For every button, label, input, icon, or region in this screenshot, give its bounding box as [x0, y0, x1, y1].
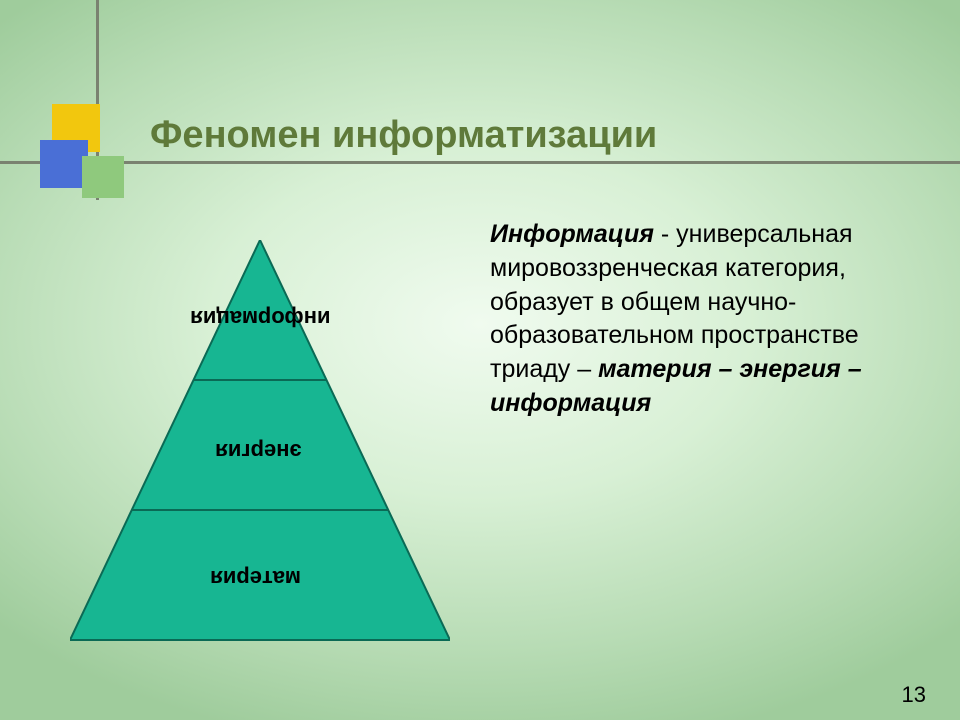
body-lead: Информация — [490, 220, 654, 248]
pyramid-label-top: информация — [190, 305, 330, 331]
slide-title: Феномен информатизации — [150, 114, 657, 157]
body-paragraph: Информация - универсальная мировоззренче… — [490, 218, 920, 421]
header-line-horizontal — [0, 161, 960, 164]
pyramid-label-bot: материя — [210, 565, 301, 591]
deco-square-green — [82, 156, 124, 198]
triad-pyramid: информация энергия материя — [70, 240, 450, 650]
page-number: 13 — [902, 682, 926, 708]
corner-decoration — [40, 100, 140, 210]
pyramid-label-mid: энергия — [215, 438, 302, 464]
deco-square-blue — [40, 140, 88, 188]
